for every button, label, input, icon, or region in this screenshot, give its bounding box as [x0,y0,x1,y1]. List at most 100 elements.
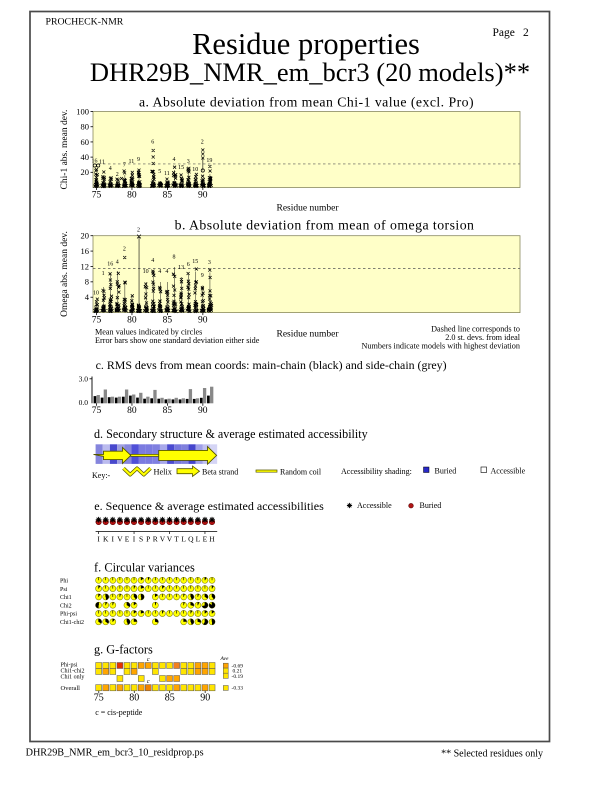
svg-text:0.0: 0.0 [79,398,89,407]
svg-text:4: 4 [85,292,90,302]
svg-text:1: 1 [102,271,105,277]
svg-text:Beta strand: Beta strand [202,468,238,477]
svg-text:E: E [203,535,208,544]
svg-text:I: I [133,535,136,544]
svg-text:16: 16 [81,246,90,256]
svg-text:Accessibility shading:: Accessibility shading: [341,467,412,476]
svg-text:R: R [153,535,158,544]
svg-text:Chi1-chi2: Chi1-chi2 [60,620,84,626]
svg-text:Page: Page [493,27,515,39]
svg-text:I: I [97,535,100,544]
svg-text:10: 10 [143,269,149,275]
svg-text:2: 2 [523,27,529,39]
svg-text:85: 85 [163,316,173,326]
svg-text:7: 7 [123,163,126,169]
svg-text:Error bars show one standard d: Error bars show one standard deviation e… [95,336,260,345]
svg-text:90: 90 [198,316,208,326]
svg-text:85: 85 [165,693,175,704]
svg-text:V: V [160,535,166,544]
svg-text:5: 5 [158,169,161,175]
svg-text:** Selected residues only: ** Selected residues only [441,749,543,760]
svg-text:11: 11 [99,160,105,166]
svg-text:-0.19: -0.19 [232,674,244,680]
svg-text:3: 3 [187,159,190,165]
svg-text:Helix: Helix [154,468,173,477]
svg-text:I: I [112,535,115,544]
svg-text:Chi1-chi2: Chi1-chi2 [61,669,85,675]
svg-text:L: L [181,535,186,544]
svg-text:60: 60 [81,137,90,147]
svg-text:Overall: Overall [61,685,81,692]
svg-text:-0.33: -0.33 [232,686,244,692]
svg-text:Omega abs. mean dev.: Omega abs. mean dev. [60,231,70,317]
svg-text:6: 6 [187,262,190,268]
svg-text:c = cis-peptide: c = cis-peptide [95,708,143,717]
svg-text:11: 11 [164,171,170,177]
svg-text:75: 75 [92,191,102,201]
svg-text:e. Sequence & average estimate: e. Sequence & average estimated accessib… [94,499,324,513]
svg-text:8: 8 [85,277,89,287]
svg-text:3.0: 3.0 [79,374,89,383]
svg-text:4: 4 [109,166,112,172]
svg-text:4: 4 [151,258,154,264]
svg-text:4: 4 [158,269,161,275]
svg-text:Buried: Buried [420,501,442,510]
svg-text:K: K [103,535,109,544]
svg-text:85: 85 [163,406,173,416]
svg-text:3: 3 [208,260,211,266]
svg-text:10: 10 [93,291,99,297]
svg-text:Buried: Buried [435,467,457,476]
svg-text:PROCHECK-NMR: PROCHECK-NMR [46,17,124,28]
svg-text:19: 19 [206,158,212,164]
svg-text:80: 80 [127,316,137,326]
svg-text:90: 90 [200,693,210,704]
svg-text:Ave: Ave [220,656,229,662]
svg-text:DHR29B_NMR_em_bcr3_10_residpro: DHR29B_NMR_em_bcr3_10_residprop.ps [26,748,204,759]
svg-text:12: 12 [81,261,90,271]
svg-text:Random coil: Random coil [280,468,322,477]
svg-text:2: 2 [201,140,204,146]
svg-text:Phi: Phi [60,579,68,585]
svg-text:Dashed line corresponds to: Dashed line corresponds to [431,325,520,334]
svg-text:b. Absolute deviation from mea: b. Absolute deviation from mean of omega… [175,218,475,233]
svg-text:L: L [196,535,201,544]
svg-text:T: T [174,535,179,544]
svg-text:Phi-psi: Phi-psi [60,612,77,618]
svg-text:10: 10 [192,167,198,173]
svg-text:4: 4 [173,157,176,163]
svg-text:9: 9 [137,157,140,163]
svg-text:Residue number: Residue number [276,330,339,340]
svg-text:Q: Q [188,535,194,544]
svg-text:c. RMS devs from mean coords:: c. RMS devs from mean coords: main-chain… [96,358,447,372]
svg-text:13: 13 [178,265,184,271]
svg-text:80: 80 [129,693,139,704]
svg-text:V: V [167,535,173,544]
svg-text:2: 2 [123,247,126,253]
svg-text:Mean values indicated by circl: Mean values indicated by circles [95,328,202,337]
svg-text:9: 9 [201,273,204,279]
svg-text:f. Circular variances: f. Circular variances [94,560,195,574]
svg-text:2.0 st. devs. from ideal: 2.0 st. devs. from ideal [445,333,521,342]
svg-text:S: S [139,535,143,544]
svg-text:75: 75 [94,693,104,704]
svg-text:Psi: Psi [60,587,68,593]
svg-text:g. G-factors: g. G-factors [94,643,153,657]
svg-text:Accessible: Accessible [357,501,392,510]
svg-text:P: P [146,535,150,544]
svg-text:Residue number: Residue number [276,204,339,214]
svg-text:Phi-psi: Phi-psi [61,663,78,669]
svg-text:Chi2: Chi2 [60,603,72,609]
svg-text:6: 6 [151,140,154,146]
svg-text:80: 80 [127,191,137,201]
svg-text:2: 2 [116,172,119,178]
svg-text:a. Absolute deviation from mea: a. Absolute deviation from mean Chi-1 va… [139,95,474,111]
svg-text:100: 100 [76,107,89,117]
svg-text:c: c [147,657,150,663]
svg-text:75: 75 [92,406,102,416]
svg-text:c: c [147,679,150,685]
svg-text:80: 80 [81,122,90,132]
svg-text:Chi1: Chi1 [60,595,72,601]
svg-text:-0.69: -0.69 [232,663,244,669]
svg-text:H: H [209,535,215,544]
svg-text:2: 2 [137,228,140,234]
